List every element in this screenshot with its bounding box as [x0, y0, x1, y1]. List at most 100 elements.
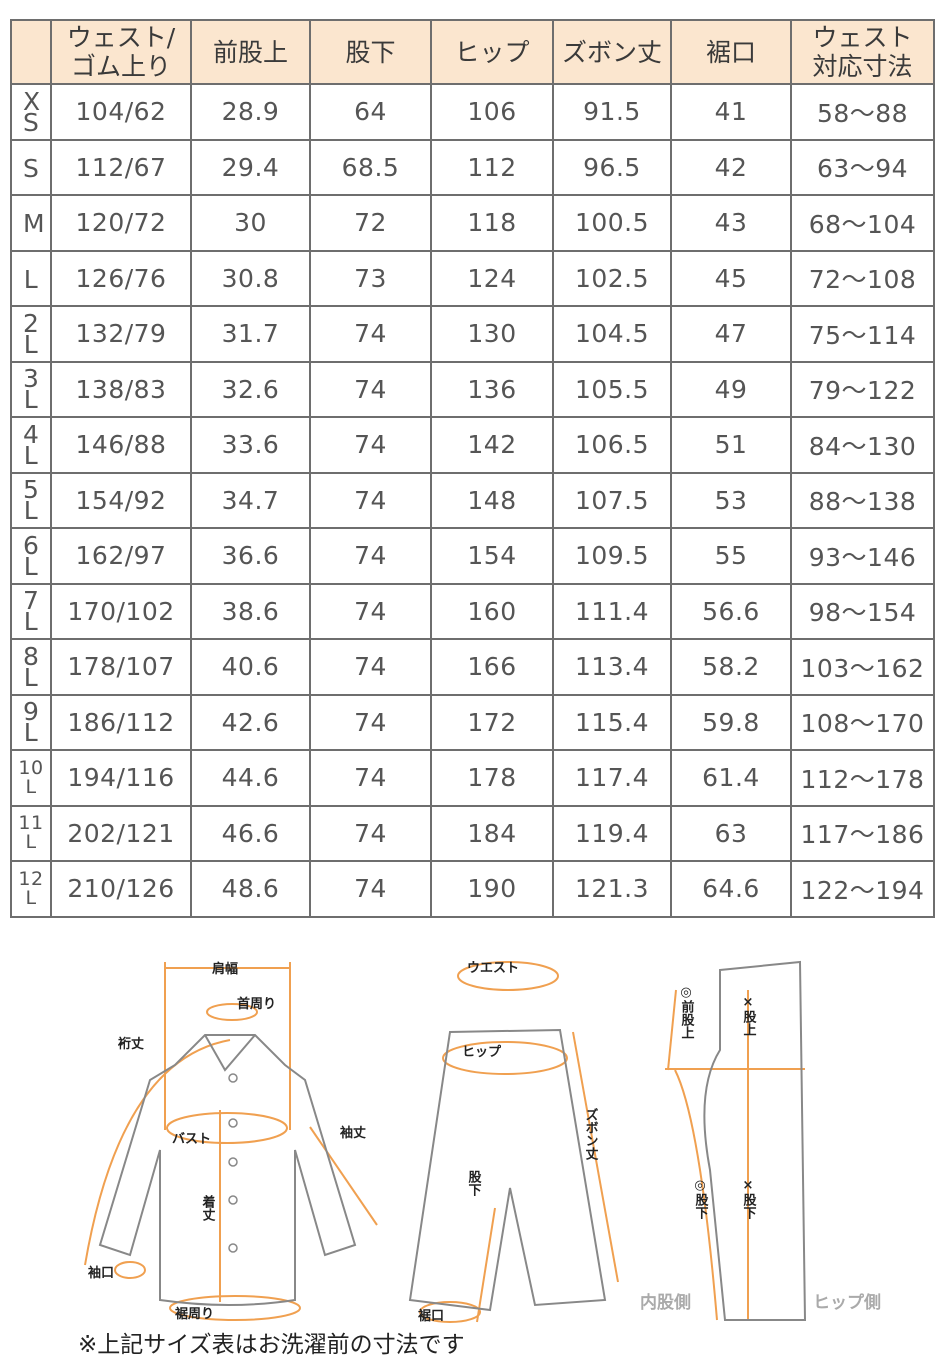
size-text: 3L: [23, 364, 40, 415]
table-cell: 130: [430, 305, 554, 363]
table-cell: 102.5: [552, 249, 672, 307]
table-cell: 154/92: [50, 471, 192, 529]
table-cell: 61.4: [670, 749, 792, 807]
table-cell: 58〜88: [790, 83, 935, 141]
label-cuff: 袖口: [88, 1265, 114, 1281]
table-cell: 162/97: [50, 527, 192, 585]
label-shirt-length: 着丈: [200, 1194, 217, 1222]
table-cell: 96.5: [552, 138, 672, 196]
table-cell: 202/121: [50, 804, 192, 862]
size-label: 7L: [10, 582, 52, 640]
size-text: L: [23, 264, 39, 294]
label-sleeve: 袖丈: [340, 1125, 366, 1141]
table-cell: 112: [430, 138, 554, 196]
table-cell: 210/126: [50, 860, 192, 918]
table-cell: 33.6: [190, 416, 311, 474]
table-cell: 75〜114: [790, 305, 935, 363]
size-label: 4L: [10, 416, 52, 474]
table-cell: 106.5: [552, 416, 672, 474]
table-cell: 74: [309, 860, 432, 918]
table-row: 8L 178/107 40.6 74 166 113.4 58.2 103〜162: [10, 638, 935, 696]
label-inner-side: 内股側: [640, 1292, 691, 1313]
table-cell: 136: [430, 360, 554, 418]
label-yuki: 裄丈: [117, 1036, 144, 1052]
table-cell: 29.4: [190, 138, 311, 196]
table-cell: 109.5: [552, 527, 672, 585]
size-label: 6L: [10, 527, 52, 585]
table-cell: 100.5: [552, 194, 672, 252]
table-cell: 31.7: [190, 305, 311, 363]
table-header-row: ウェスト/ ゴム上り 前股上 股下 ヒップ ズボン丈 裾口 ウェスト 対応寸法: [10, 19, 935, 85]
table-cell: 73: [309, 249, 432, 307]
table-cell: 122〜194: [790, 860, 935, 918]
table-row: 12L 210/126 48.6 74 190 121.3 64.6 122〜194: [10, 860, 935, 918]
label-bad-inseam: ×股下: [741, 1178, 757, 1220]
table-cell: 124: [430, 249, 554, 307]
label-waist: ウエスト: [467, 961, 519, 976]
size-text: S: [23, 153, 40, 183]
size-label: M: [10, 194, 52, 252]
table-row: L 126/76 30.8 73 124 102.5 45 72〜108: [10, 249, 935, 307]
table-cell: 118: [430, 194, 554, 252]
column-header: 裾口: [670, 19, 792, 85]
table-cell: 28.9: [190, 83, 311, 141]
table-row: 5L 154/92 34.7 74 148 107.5 53 88〜138: [10, 471, 935, 529]
size-label: XS: [10, 83, 52, 141]
table-cell: 44.6: [190, 749, 311, 807]
table-cell: 30: [190, 194, 311, 252]
table-cell: 74: [309, 527, 432, 585]
column-header: ウェスト/ ゴム上り: [50, 19, 192, 85]
size-text: 11L: [18, 812, 44, 854]
table-cell: 79〜122: [790, 360, 935, 418]
table-row: 2L 132/79 31.7 74 130 104.5 47 75〜114: [10, 305, 935, 363]
size-label: 8L: [10, 638, 52, 696]
size-label: 3L: [10, 360, 52, 418]
table-cell: 48.6: [190, 860, 311, 918]
size-label: 5L: [10, 471, 52, 529]
table-cell: 64: [309, 83, 432, 141]
table-cell: 56.6: [670, 582, 792, 640]
size-text: 8L: [23, 641, 40, 692]
table-cell: 36.6: [190, 527, 311, 585]
table-cell: 104.5: [552, 305, 672, 363]
table-row: 7L 170/102 38.6 74 160 111.4 56.6 98〜154: [10, 582, 935, 640]
column-header: ヒップ: [430, 19, 554, 85]
label-good-inseam: ◎股下: [693, 1178, 709, 1220]
table-cell: 74: [309, 305, 432, 363]
column-header: ウェスト 対応寸法: [790, 19, 935, 85]
table-cell: 74: [309, 471, 432, 529]
table-row: S 112/67 29.4 68.5 112 96.5 42 63〜94: [10, 138, 935, 196]
table-cell: 107.5: [552, 471, 672, 529]
table-cell: 74: [309, 693, 432, 751]
table-cell: 74: [309, 638, 432, 696]
size-label: S: [10, 138, 52, 196]
label-shoulder: 肩幅: [212, 961, 238, 977]
label-pants-hem: 裾口: [418, 1308, 444, 1324]
table-cell: 98〜154: [790, 582, 935, 640]
table-cell: 154: [430, 527, 554, 585]
table-cell: 74: [309, 749, 432, 807]
size-text: 2L: [23, 308, 40, 359]
table-cell: 68.5: [309, 138, 432, 196]
table-cell: 160: [430, 582, 554, 640]
table-cell: 38.6: [190, 582, 311, 640]
table-cell: 84〜130: [790, 416, 935, 474]
table-cell: 111.4: [552, 582, 672, 640]
table-cell: 42.6: [190, 693, 311, 751]
table-cell: 88〜138: [790, 471, 935, 529]
label-neck: 首周り: [237, 996, 276, 1012]
size-text: 6L: [23, 530, 40, 581]
table-cell: 186/112: [50, 693, 192, 751]
table-row: 3L 138/83 32.6 74 136 105.5 49 79〜122: [10, 360, 935, 418]
table-cell: 64.6: [670, 860, 792, 918]
table-cell: 126/76: [50, 249, 192, 307]
column-header: [10, 19, 52, 85]
table-cell: 91.5: [552, 83, 672, 141]
table-cell: 74: [309, 804, 432, 862]
label-bad-rise: ×股上: [741, 995, 757, 1036]
size-label: 11L: [10, 804, 52, 862]
size-label: 12L: [10, 860, 52, 918]
size-label: L: [10, 249, 52, 307]
size-text: 4L: [23, 419, 40, 470]
table-cell: 105.5: [552, 360, 672, 418]
